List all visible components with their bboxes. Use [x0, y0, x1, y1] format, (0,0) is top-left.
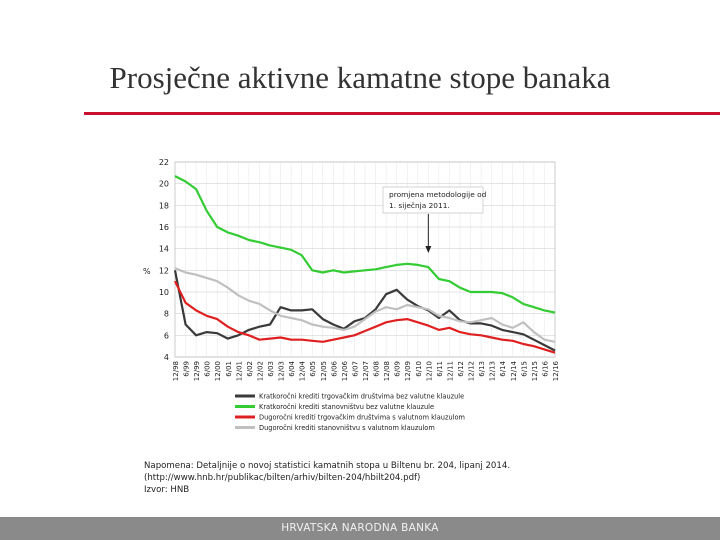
y-tick-label: 12: [159, 266, 169, 275]
x-tick-label: 6/10: [415, 361, 423, 377]
x-tick-label: 6/01: [225, 361, 233, 377]
x-tick-label: 6/13: [478, 361, 486, 377]
x-tick-label: 6/06: [330, 360, 338, 376]
x-tick-label: 12/10: [425, 361, 433, 381]
x-tick-label: 6/12: [457, 361, 465, 377]
x-tick-label: 12/98: [172, 361, 180, 381]
x-tick-label: 6/99: [183, 361, 191, 377]
x-tick-label: 12/04: [299, 360, 307, 381]
x-tick-label: 12/06: [341, 360, 349, 381]
x-tick-label: 6/07: [351, 361, 359, 377]
series-line-2: [174, 175, 556, 314]
x-tick-label: 12/07: [362, 361, 370, 381]
y-tick-label: 16: [159, 223, 169, 232]
x-tick-label: 6/16: [541, 360, 549, 376]
source-note: Napomena: Detaljnije o novoj statistici …: [144, 460, 664, 496]
x-tick-label: 6/08: [373, 361, 381, 377]
x-tick-label: 12/05: [320, 361, 328, 381]
y-tick-label: 10: [159, 288, 169, 297]
x-tick-label: 6/04: [288, 360, 296, 376]
interest-rate-chart: 4 6 8 10 12 14 16 18 20 22 % promjena metodologij…: [143, 158, 560, 432]
annotation-text-line2: 1. siječnja 2011.: [389, 201, 450, 210]
y-tick-label: 8: [164, 310, 169, 319]
y-tick-label: 14: [159, 245, 169, 254]
chart-grid: [174, 161, 556, 358]
series-line-3: [174, 280, 556, 354]
x-tick-label: 12/11: [446, 361, 454, 381]
y-tick-label: 6: [164, 331, 169, 340]
y-tick-label: 22: [159, 158, 169, 167]
x-tick-label: 6/02: [246, 361, 254, 377]
annotation-box: [382, 186, 484, 214]
annotation-text-line1: promjena metodologije od: [389, 190, 487, 199]
legend-label-1: Kratkoročni krediti trgovačkim društvima…: [259, 393, 464, 401]
chart-series: [173, 175, 556, 354]
note-line-3: Izvor: HNB: [144, 485, 190, 495]
x-tick-label: 6/03: [267, 361, 275, 377]
slide-title: Prosječne aktivne kamatne stope banaka: [109, 60, 611, 95]
note-line-1: Napomena: Detaljnije o novoj statistici …: [144, 461, 511, 471]
y-axis-label: %: [143, 267, 151, 276]
x-tick-label: 12/02: [256, 361, 264, 381]
legend-label-4: Dugoročni krediti stanovništvu s valutno…: [259, 424, 435, 432]
x-tick-label: 12/03: [278, 361, 286, 381]
x-tick-label: 12/14: [510, 360, 518, 381]
x-tick-label: 12/08: [383, 361, 391, 381]
title-rule: [84, 112, 720, 115]
x-tick-label: 6/09: [394, 361, 402, 377]
x-axis-ticks: 12/98 6/99 12/99 6/00 12/00 6/01 12/01 6/02 12/0…: [172, 360, 560, 381]
note-line-2: (http://www.hnb.hr/publikac/bilten/arhiv…: [144, 473, 421, 483]
y-tick-label: 4: [164, 353, 169, 362]
methodology-annotation: promjena metodologije od 1. siječnja 201…: [382, 186, 487, 253]
y-tick-label: 20: [159, 180, 169, 189]
x-tick-label: 12/01: [235, 361, 243, 381]
x-tick-label: 12/15: [531, 361, 539, 381]
x-tick-label: 12/09: [404, 361, 412, 381]
x-tick-label: 6/14: [499, 360, 507, 376]
chart-legend: Kratkoročni krediti trgovačkim društvima…: [235, 393, 465, 432]
series-line-4: [174, 267, 556, 343]
x-tick-label: 12/13: [489, 361, 497, 381]
x-tick-label: 6/05: [309, 361, 317, 377]
annotation-arrow-head: [425, 246, 432, 253]
y-tick-label: 18: [159, 201, 169, 210]
legend-label-3: Dugoročni krediti trgovačkim društvima s…: [259, 414, 465, 422]
x-tick-label: 6/00: [204, 361, 212, 377]
x-tick-label: 12/16: [552, 360, 560, 381]
legend-label-2: Kratkoročni krediti stanovništvu bez val…: [259, 403, 434, 411]
x-tick-label: 12/99: [193, 361, 201, 381]
x-tick-label: 6/15: [520, 361, 528, 377]
x-tick-label: 12/00: [214, 361, 222, 381]
y-axis-ticks: 4 6 8 10 12 14 16 18 20 22: [159, 158, 169, 362]
x-tick-label: 6/11: [436, 361, 444, 377]
x-tick-label: 12/12: [468, 361, 476, 381]
footer-bar: HRVATSKA NARODNA BANKA: [0, 517, 720, 540]
